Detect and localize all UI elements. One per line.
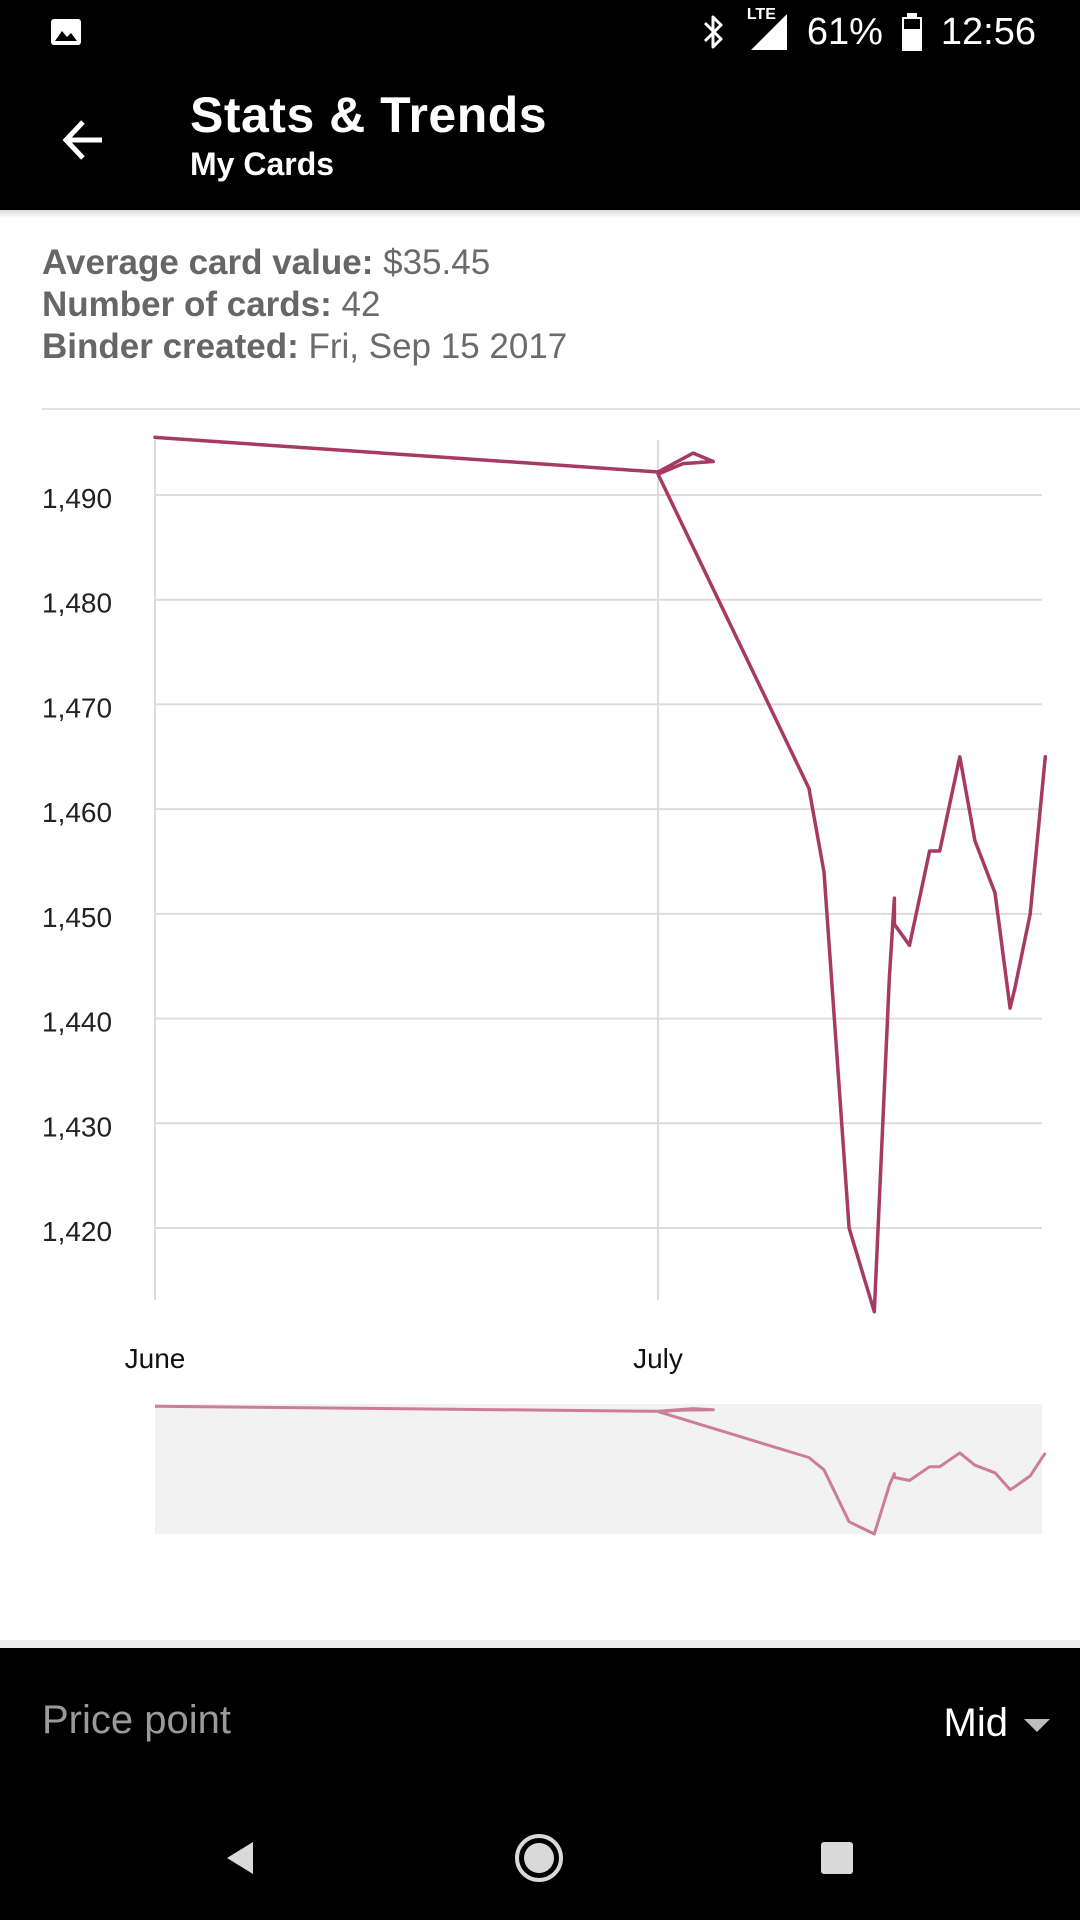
back-button[interactable] — [48, 104, 120, 176]
series-line — [153, 435, 1048, 1314]
status-bar: LTE 61% 12:56 — [0, 0, 1080, 64]
nav-home-icon — [515, 1834, 563, 1882]
y-tick-label: 1,470 — [42, 692, 112, 723]
page-title: Stats & Trends — [190, 87, 548, 143]
price-point-value: Mid — [943, 1700, 1008, 1745]
x-tick-label: July — [633, 1343, 683, 1374]
status-indicators: LTE 61% 12:56 — [701, 0, 1036, 64]
y-tick-label: 1,450 — [42, 902, 112, 933]
battery-percent: 61% — [806, 10, 883, 53]
y-tick-label: 1,440 — [42, 1007, 112, 1038]
stat-binder-created: Binder created: Fri, Sep 15 2017 — [42, 326, 567, 368]
y-tick-label: 1,480 — [42, 588, 112, 619]
nav-back-icon — [227, 1842, 253, 1874]
divider — [42, 408, 1080, 410]
nav-home-button[interactable] — [494, 1818, 584, 1898]
navigator-series-line — [154, 1404, 1047, 1536]
price-point-label: Price point — [42, 1698, 231, 1742]
stat-label: Binder created: — [42, 327, 299, 366]
arrow-back-icon — [62, 120, 102, 160]
stat-average-card-value: Average card value: $35.45 — [42, 242, 567, 284]
nav-recents-icon — [821, 1842, 853, 1874]
price-trend-chart[interactable]: 1,490 1,480 1,470 1,460 1,450 1,440 1,430 1,420… — [0, 420, 1080, 1550]
app-bar: Stats & Trends My Cards — [0, 64, 1080, 210]
app-bar-shadow — [0, 210, 1080, 218]
binder-stats: Average card value: $35.45 Number of car… — [42, 242, 567, 368]
stat-label: Average card value: — [42, 243, 374, 282]
y-tick-label: 1,490 — [42, 483, 112, 514]
x-tick-label: June — [125, 1343, 186, 1374]
stat-value: Fri, Sep 15 2017 — [308, 327, 568, 366]
page-subtitle: My Cards — [190, 146, 335, 182]
battery-icon — [901, 12, 923, 52]
price-point-select[interactable]: Mid — [944, 1688, 1050, 1758]
clock: 12:56 — [940, 10, 1036, 53]
stat-number-of-cards: Number of cards: 42 — [42, 284, 567, 326]
image-icon — [51, 19, 81, 45]
dropdown-caret-icon — [1024, 1718, 1050, 1732]
price-point-bar: Price point Mid — [0, 1648, 1080, 1798]
network-type-label: LTE — [746, 6, 776, 23]
signal-icon: LTE — [745, 6, 789, 52]
y-tick-label: 1,430 — [42, 1111, 112, 1142]
stat-value: 42 — [341, 285, 381, 324]
bottom-separator — [0, 1640, 1080, 1648]
y-tick-label: 1,420 — [42, 1216, 112, 1247]
bluetooth-icon — [701, 13, 727, 51]
system-nav-bar — [0, 1798, 1080, 1920]
stat-label: Number of cards: — [42, 285, 332, 324]
nav-recents-button[interactable] — [792, 1818, 882, 1898]
stat-value: $35.45 — [383, 243, 491, 282]
y-tick-label: 1,460 — [42, 797, 112, 828]
nav-back-button[interactable] — [196, 1818, 286, 1898]
range-navigator — [155, 1404, 1042, 1534]
